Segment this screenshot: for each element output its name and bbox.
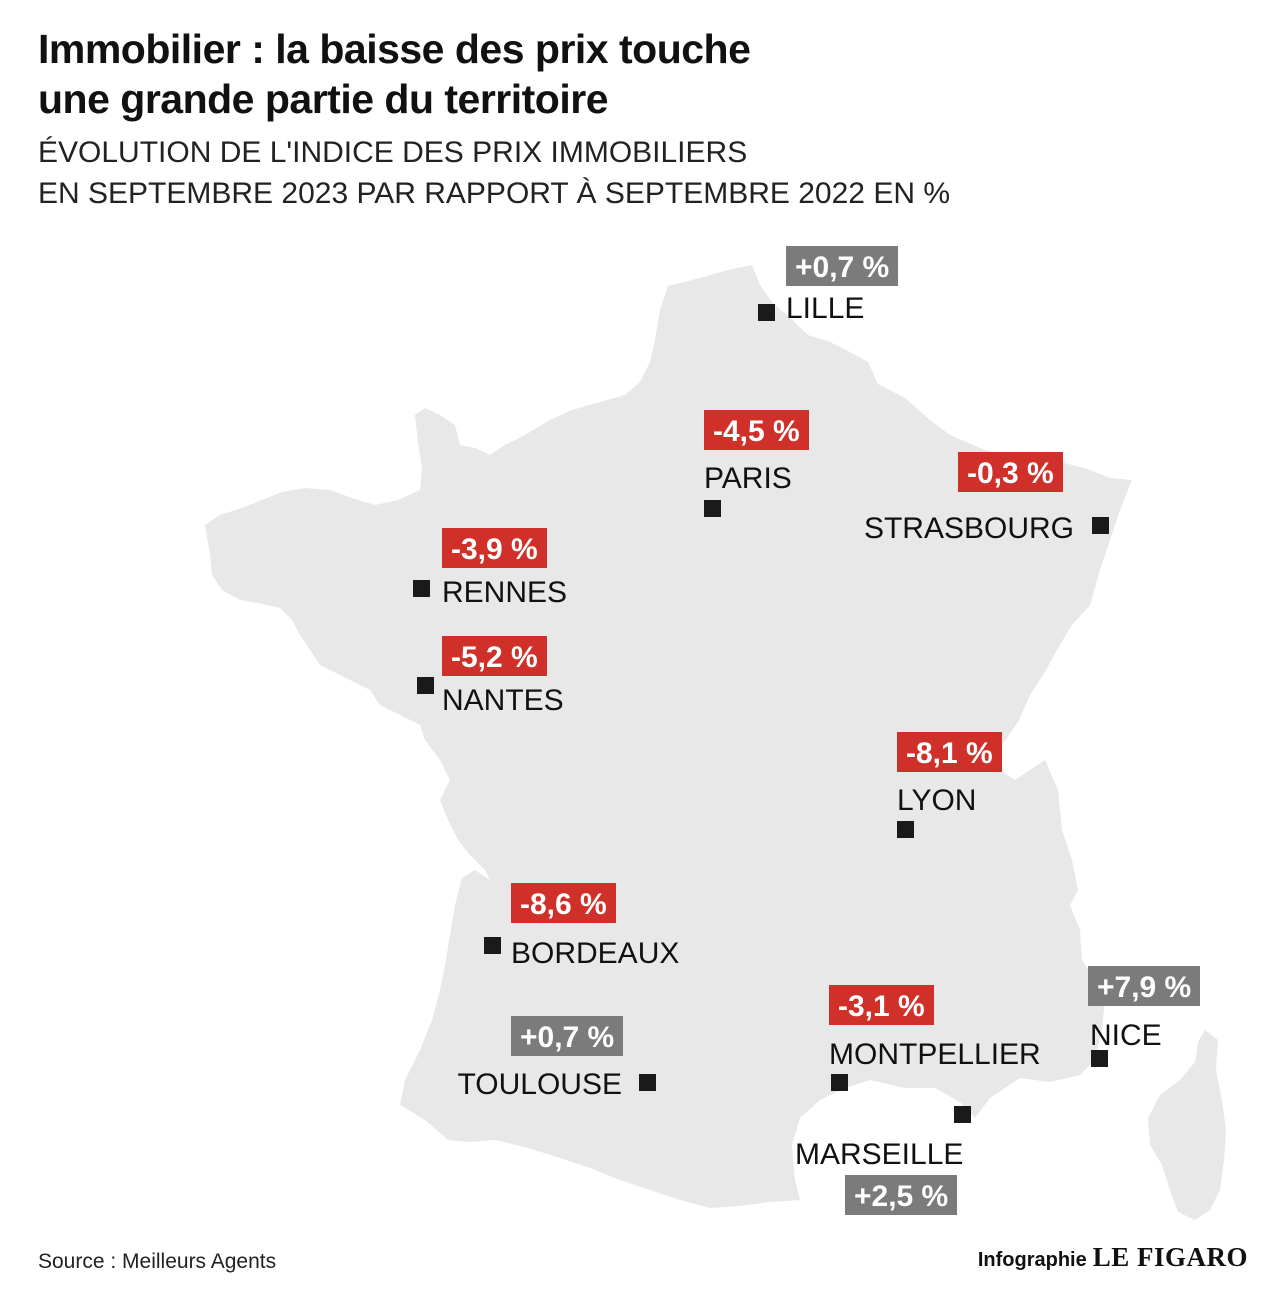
city-label-strasbourg: STRASBOURG [864, 512, 1074, 545]
city-markers-layer: LILLE +0,7 % PARIS -4,5 % STRASBOURG -0,3 % RE… [413, 246, 1200, 1215]
value-text-strasbourg: -0,3 % [967, 457, 1054, 490]
city-label-bordeaux: BORDEAUX [511, 937, 679, 970]
city-label-lille: LILLE [786, 292, 864, 325]
city-label-lyon: LYON [897, 784, 976, 817]
city-lille: LILLE +0,7 % [758, 246, 898, 325]
value-text-nantes: -5,2 % [451, 641, 538, 674]
credit-line: Infographie LE FIGARO [978, 1242, 1248, 1273]
value-badge-nice [1088, 966, 1200, 1006]
city-marker-nice [1091, 1050, 1108, 1067]
value-text-toulouse: +0,7 % [520, 1021, 614, 1054]
city-marseille: MARSEILLE +2,5 % [795, 1106, 971, 1215]
city-marker-strasbourg [1092, 517, 1109, 534]
value-badge-strasbourg [958, 452, 1063, 492]
subtitle-line-2: EN SEPTEMBRE 2023 PAR RAPPORT À SEPTEMBR… [38, 177, 950, 210]
city-label-nantes: NANTES [442, 684, 564, 717]
value-badge-lyon [897, 732, 1002, 772]
city-marker-paris [704, 500, 721, 517]
value-text-lyon: -8,1 % [906, 737, 993, 770]
land-layer [205, 265, 1226, 1220]
value-text-marseille: +2,5 % [854, 1180, 948, 1213]
city-nice: NICE +7,9 % [1088, 966, 1200, 1067]
map-subtitle: ÉVOLUTION DE L'INDICE DES PRIX IMMOBILIE… [38, 132, 1138, 214]
title-line-1: Immobilier : la baisse des prix touche [38, 26, 751, 72]
city-lyon: LYON -8,1 % [897, 732, 1002, 838]
value-badge-paris [704, 410, 809, 450]
value-text-rennes: -3,9 % [451, 533, 538, 566]
city-marker-bordeaux [484, 937, 501, 954]
value-badge-rennes [442, 528, 547, 568]
corsica-shape [1148, 1030, 1226, 1220]
value-text-nice: +7,9 % [1097, 971, 1191, 1004]
value-text-montpellier: -3,1 % [838, 990, 925, 1023]
map-title: Immobilier : la baisse des prix touche u… [38, 24, 1038, 124]
city-marker-montpellier [831, 1074, 848, 1091]
city-toulouse: TOULOUSE +0,7 % [458, 1016, 656, 1101]
city-marker-rennes [413, 580, 430, 597]
value-badge-toulouse [511, 1016, 623, 1056]
city-label-montpellier: MONTPELLIER [829, 1038, 1041, 1071]
value-badge-marseille [845, 1175, 957, 1215]
value-badge-nantes [442, 636, 547, 676]
city-label-rennes: RENNES [442, 576, 567, 609]
city-bordeaux: BORDEAUX -8,6 % [484, 883, 679, 970]
subtitle-line-1: ÉVOLUTION DE L'INDICE DES PRIX IMMOBILIE… [38, 136, 748, 169]
city-marker-lyon [897, 821, 914, 838]
value-badge-lille [786, 246, 898, 286]
source-note: Source : Meilleurs Agents [38, 1250, 277, 1273]
city-marker-marseille [954, 1106, 971, 1123]
city-rennes: RENNES -3,9 % [413, 528, 567, 609]
value-text-bordeaux: -8,6 % [520, 888, 607, 921]
city-label-paris: PARIS [704, 462, 792, 495]
value-badge-bordeaux [511, 883, 616, 923]
credit-prefix: Infographie [977, 1249, 1087, 1271]
city-montpellier: MONTPELLIER -3,1 % [829, 985, 1041, 1091]
france-mainland-shape [205, 265, 1132, 1208]
city-nantes: NANTES -5,2 % [417, 636, 564, 717]
city-strasbourg: STRASBOURG -0,3 % [864, 452, 1109, 545]
le-figaro-logo: LE FIGARO [1092, 1242, 1248, 1272]
value-badge-montpellier [829, 985, 934, 1025]
title-line-2: une grande partie du territoire [38, 76, 609, 122]
value-text-paris: -4,5 % [713, 415, 800, 448]
value-text-lille: +0,7 % [795, 251, 889, 284]
city-label-nice: NICE [1090, 1019, 1162, 1052]
city-marker-nantes [417, 677, 434, 694]
city-paris: PARIS -4,5 % [704, 410, 809, 517]
city-marker-lille [758, 304, 775, 321]
city-marker-toulouse [639, 1074, 656, 1091]
city-label-toulouse: TOULOUSE [458, 1068, 623, 1101]
city-label-marseille: MARSEILLE [795, 1138, 963, 1171]
